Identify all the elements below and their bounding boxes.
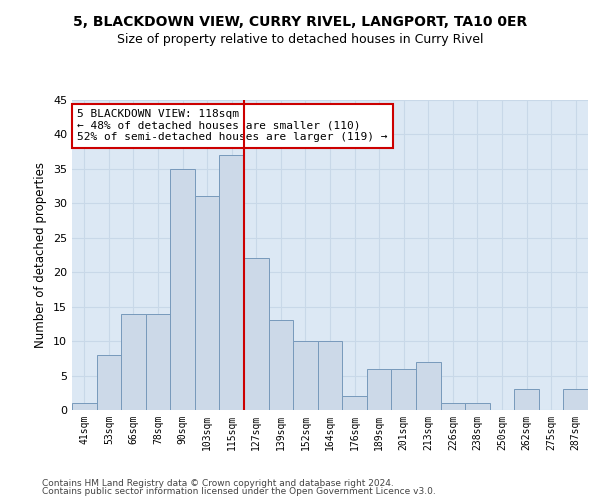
Bar (170, 169, 195, 410)
Bar (195, 196, 220, 410)
Bar (146, 314, 170, 410)
Text: 5 BLACKDOWN VIEW: 118sqm
← 48% of detached houses are smaller (110)
52% of semi-: 5 BLACKDOWN VIEW: 118sqm ← 48% of detach… (77, 110, 388, 142)
Bar (367, 368, 391, 410)
Bar (220, 155, 244, 410)
Bar (440, 403, 465, 410)
Text: Size of property relative to detached houses in Curry Rivel: Size of property relative to detached ho… (117, 32, 483, 46)
Bar (269, 320, 293, 410)
Bar (293, 341, 318, 410)
Bar (244, 258, 269, 410)
Y-axis label: Number of detached properties: Number of detached properties (34, 162, 47, 348)
Bar (97, 355, 121, 410)
Bar (72, 403, 97, 410)
Bar (318, 341, 342, 410)
Text: Contains public sector information licensed under the Open Government Licence v3: Contains public sector information licen… (42, 487, 436, 496)
Bar (465, 403, 490, 410)
Text: Contains HM Land Registry data © Crown copyright and database right 2024.: Contains HM Land Registry data © Crown c… (42, 478, 394, 488)
Bar (563, 390, 588, 410)
Text: 5, BLACKDOWN VIEW, CURRY RIVEL, LANGPORT, TA10 0ER: 5, BLACKDOWN VIEW, CURRY RIVEL, LANGPORT… (73, 15, 527, 29)
Bar (514, 390, 539, 410)
Bar (416, 362, 440, 410)
Bar (342, 396, 367, 410)
Bar (121, 314, 146, 410)
Bar (391, 368, 416, 410)
